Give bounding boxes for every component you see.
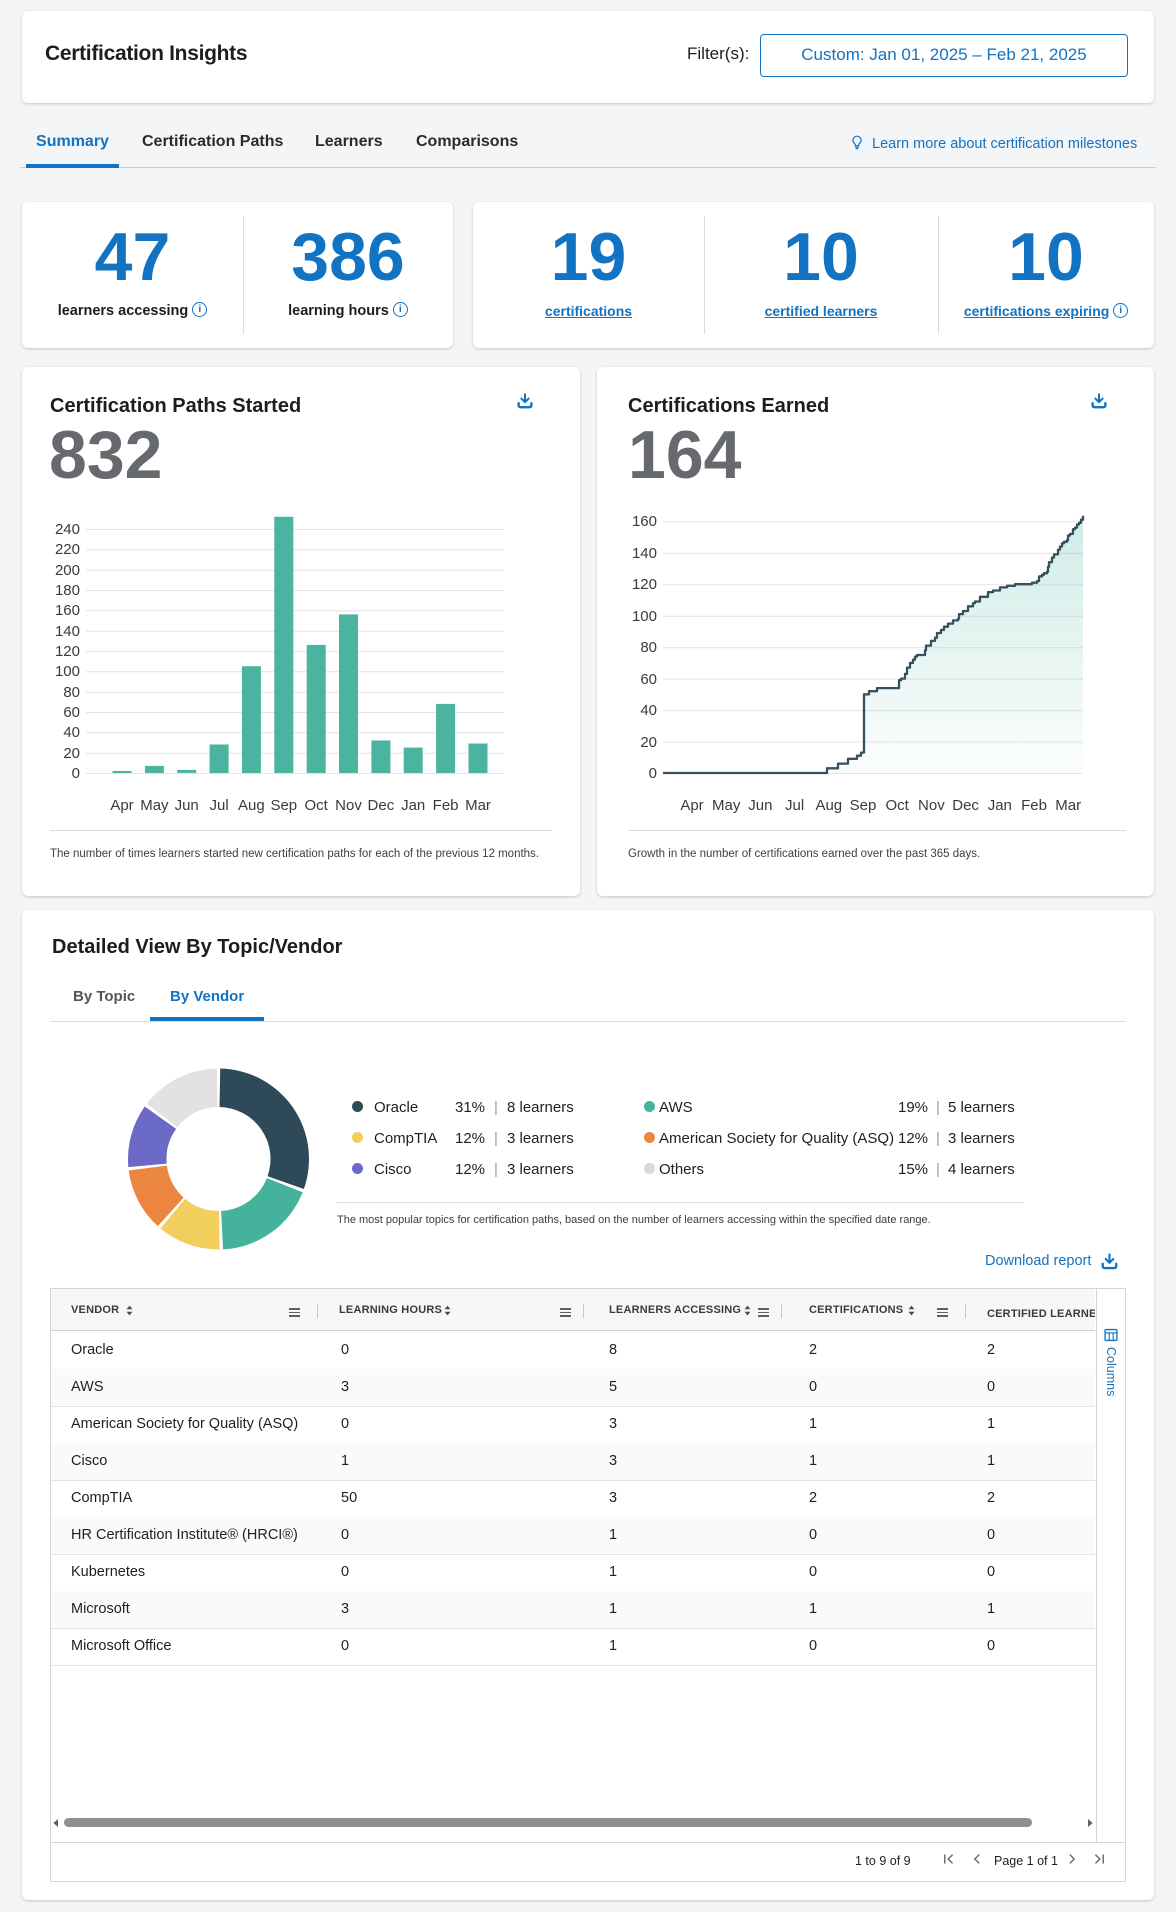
svg-text:60: 60 — [640, 671, 657, 688]
svg-text:20: 20 — [63, 745, 80, 762]
svg-text:60: 60 — [63, 704, 80, 721]
svg-text:0: 0 — [649, 765, 657, 782]
svg-text:May: May — [712, 797, 741, 814]
svg-text:Jul: Jul — [210, 797, 229, 814]
svg-text:80: 80 — [63, 684, 80, 701]
svg-text:40: 40 — [640, 702, 657, 719]
svg-text:100: 100 — [632, 608, 657, 625]
svg-text:200: 200 — [55, 562, 80, 579]
svg-text:Aug: Aug — [815, 797, 842, 814]
svg-text:20: 20 — [640, 734, 657, 751]
svg-text:100: 100 — [55, 663, 80, 680]
svg-text:140: 140 — [55, 623, 80, 640]
svg-text:160: 160 — [632, 513, 657, 530]
svg-text:120: 120 — [632, 576, 657, 593]
svg-text:Sep: Sep — [270, 797, 297, 814]
svg-text:Nov: Nov — [918, 797, 945, 814]
svg-text:80: 80 — [640, 639, 657, 656]
svg-text:220: 220 — [55, 541, 80, 558]
svg-text:Feb: Feb — [1021, 797, 1047, 814]
svg-text:Apr: Apr — [110, 797, 133, 814]
svg-text:Aug: Aug — [238, 797, 265, 814]
svg-text:Jan: Jan — [988, 797, 1012, 814]
svg-text:Mar: Mar — [465, 797, 491, 814]
svg-text:Jan: Jan — [401, 797, 425, 814]
svg-text:Feb: Feb — [433, 797, 459, 814]
svg-text:Mar: Mar — [1055, 797, 1081, 814]
svg-text:Oct: Oct — [886, 797, 910, 814]
svg-text:Oct: Oct — [305, 797, 329, 814]
svg-text:240: 240 — [55, 521, 80, 538]
svg-text:Apr: Apr — [680, 797, 703, 814]
svg-text:40: 40 — [63, 724, 80, 741]
svg-text:120: 120 — [55, 643, 80, 660]
svg-text:Jun: Jun — [175, 797, 199, 814]
svg-text:140: 140 — [632, 545, 657, 562]
svg-text:Jul: Jul — [785, 797, 804, 814]
svg-text:Sep: Sep — [850, 797, 877, 814]
svg-text:Nov: Nov — [335, 797, 362, 814]
svg-text:Dec: Dec — [368, 797, 395, 814]
svg-text:Jun: Jun — [748, 797, 772, 814]
svg-text:0: 0 — [72, 765, 80, 782]
svg-text:Dec: Dec — [952, 797, 979, 814]
svg-text:180: 180 — [55, 582, 80, 599]
svg-text:160: 160 — [55, 602, 80, 619]
svg-text:May: May — [140, 797, 169, 814]
